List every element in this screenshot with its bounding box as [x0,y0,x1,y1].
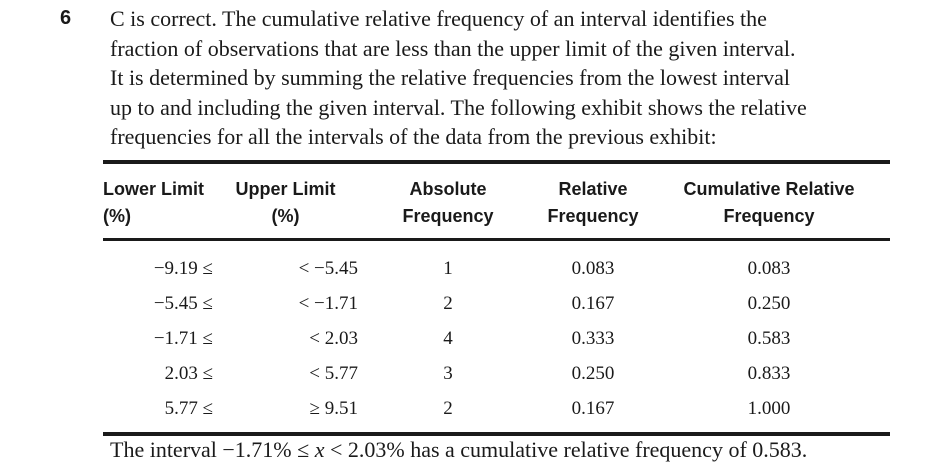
cumulative-frequency-cell: 0.250 [747,292,791,314]
table-row: −5.45 ≤ < −1.71 2 0.167 0.250 [103,286,890,321]
header-lower-limit: Lower Limit (%) [103,179,205,226]
conclusion-part: < 2.03% has a cumulative relative freque… [324,437,808,462]
upper-limit-cell: < −5.45 [298,257,358,279]
variable-x: x [314,437,325,462]
lower-limit-cell: 2.03 ≤ [164,362,213,384]
upper-limit-cell: < −1.71 [298,292,358,314]
cumulative-frequency-cell: 0.583 [747,327,791,349]
conclusion-sentence: The interval −1.71% ≤ x < 2.03% has a cu… [110,437,807,463]
paragraph-line: frequencies for all the intervals of the… [110,124,717,149]
cumulative-frequency-cell: 0.083 [747,257,791,279]
lower-limit-cell: −1.71 ≤ [153,327,213,349]
table-row: −9.19 ≤ < −5.45 1 0.083 0.083 [103,240,890,287]
table-row: 2.03 ≤ < 5.77 3 0.250 0.833 [103,356,890,391]
cumulative-frequency-cell: 0.833 [747,362,791,384]
relative-frequency-cell: 0.333 [571,327,615,349]
lower-limit-cell: −5.45 ≤ [153,292,213,314]
absolute-frequency-cell: 2 [443,397,453,419]
relative-frequency-cell: 0.250 [571,362,615,384]
frequency-table: Lower Limit (%) Upper Limit (%) Absolute Fr… [103,160,890,436]
absolute-frequency-cell: 4 [443,327,453,349]
question-number: 6 [60,7,72,29]
paragraph-line: It is determined by summing the relative… [110,65,790,90]
absolute-frequency-cell: 2 [443,292,453,314]
conclusion-part: The interval −1.71% ≤ [110,437,315,462]
relative-frequency-cell: 0.167 [571,397,615,419]
header-upper-limit: Upper Limit (%) [235,179,336,226]
upper-limit-cell: < 5.77 [309,362,358,384]
table-row: −1.71 ≤ < 2.03 4 0.333 0.583 [103,321,890,356]
explanation-paragraph: C is correct. The cumulative relative fr… [110,4,930,152]
upper-limit-cell: < 2.03 [309,327,358,349]
cumulative-frequency-cell: 1.000 [747,397,791,419]
lower-limit-cell: 5.77 ≤ [164,397,213,419]
table-header-row: Lower Limit (%) Upper Limit (%) Absolute Fr… [103,162,890,240]
absolute-frequency-cell: 3 [443,362,453,384]
relative-frequency-cell: 0.167 [571,292,615,314]
relative-frequency-cell: 0.083 [571,257,615,279]
header-absolute-frequency: Absolute Frequency [402,179,494,226]
absolute-frequency-cell: 1 [443,257,453,279]
table-row: 5.77 ≤ ≥ 9.51 2 0.167 1.000 [103,391,890,434]
header-relative-frequency: Relative Frequency [547,179,639,226]
lower-limit-cell: −9.19 ≤ [153,257,213,279]
paragraph-line: up to and including the given interval. … [110,94,807,120]
paragraph-line: C is correct. The cumulative relative fr… [110,6,767,31]
upper-limit-cell: ≥ 9.51 [309,397,358,419]
paragraph-line: fraction of observations that are less t… [110,35,796,61]
header-cumulative-relative-frequency: Cumulative Relative Frequency [683,179,855,226]
